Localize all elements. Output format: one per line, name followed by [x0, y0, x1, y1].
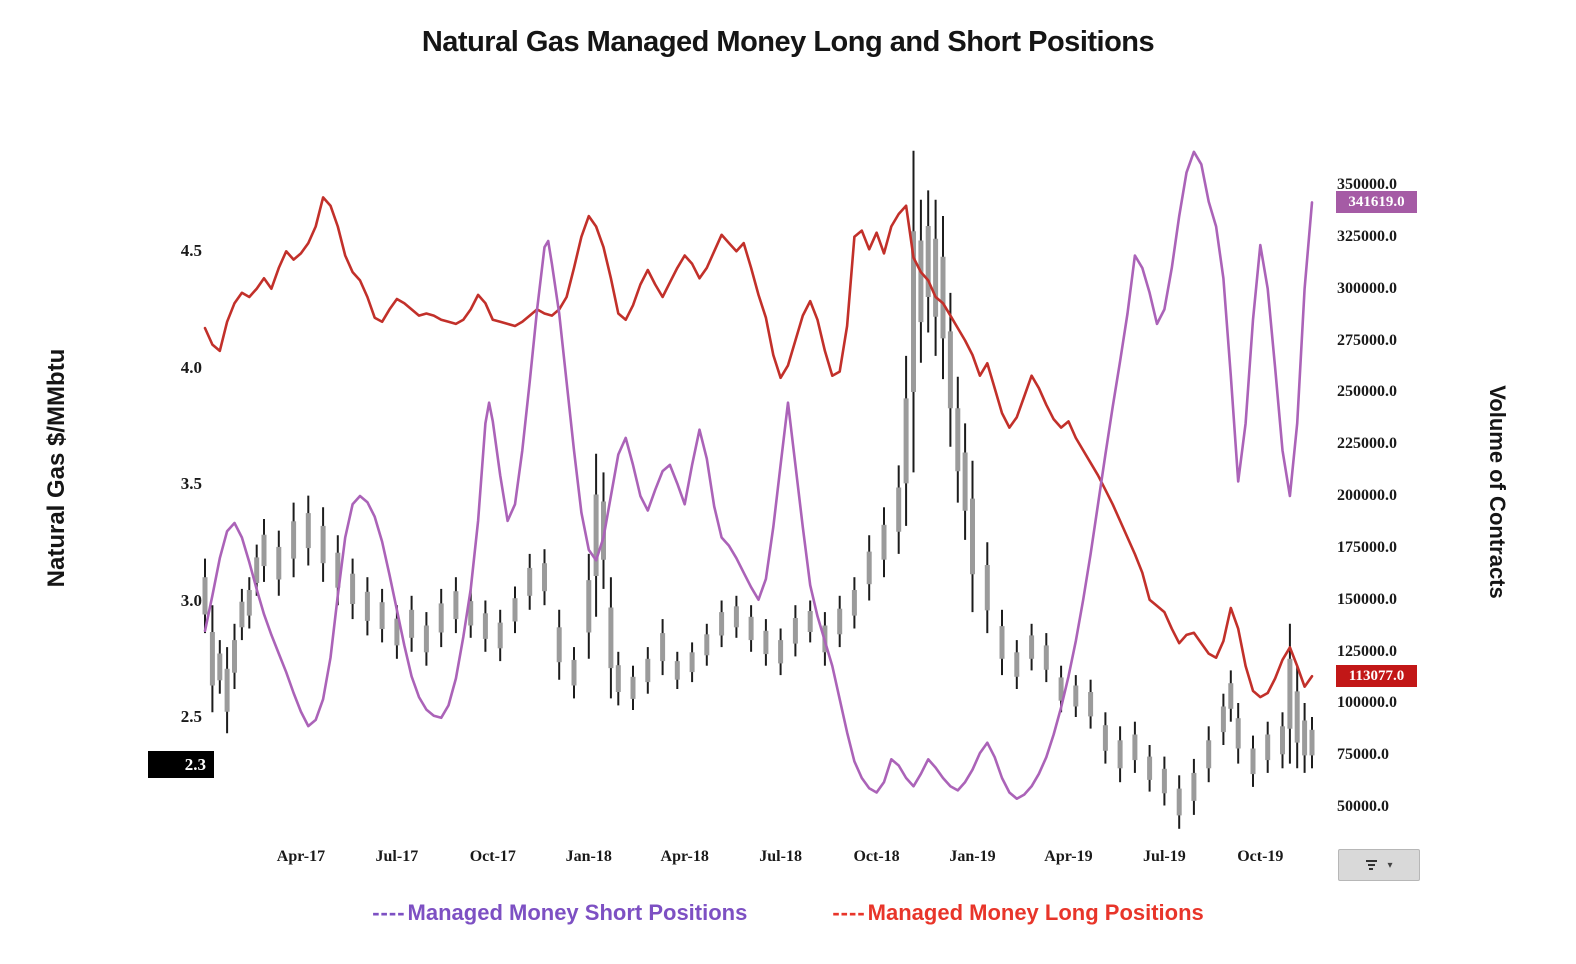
x-tick-Oct-19: Oct-19 — [1237, 848, 1284, 865]
long-positions-line — [203, 196, 1314, 699]
x-tick-Jan-19: Jan-19 — [949, 848, 996, 865]
long-positions-value-badge: 113077.0 — [1336, 665, 1417, 688]
current-price-badge: 2.3 — [148, 750, 214, 778]
legend: ----Managed Money Short Positions ----Ma… — [0, 900, 1576, 926]
x-tick-Apr-17: Apr-17 — [276, 848, 326, 865]
y-right-tick-275000.0: 275000.0 — [1337, 331, 1397, 349]
y-right-tick-350000.0: 350000.0 — [1337, 176, 1397, 193]
y-left-tick-4.0: 4.0 — [180, 357, 202, 377]
chart-title: Natural Gas Managed Money Long and Short… — [421, 26, 1155, 58]
filter-icon — [1365, 858, 1377, 872]
x-tick-Oct-18: Oct-18 — [853, 848, 900, 865]
price-bars — [202, 150, 1315, 829]
axis-filter-button[interactable]: ▾ — [1338, 849, 1420, 881]
y-right-tick-250000.0: 250000.0 — [1337, 383, 1397, 401]
y-right-tick-225000.0: 225000.0 — [1337, 435, 1397, 453]
y-left-tick-4.5: 4.5 — [180, 241, 202, 260]
right-axis-title: Volume of Contracts — [1485, 385, 1510, 599]
legend-item-long-positions: ----Managed Money Long Positions — [832, 900, 1203, 926]
x-tick-Apr-18: Apr-18 — [660, 848, 709, 865]
left-axis-title: Natural Gas $/MMbtu — [43, 348, 70, 588]
y-left-tick-2.5: 2.5 — [180, 707, 202, 726]
legend-dash-short: ---- — [372, 900, 406, 925]
legend-label-short: Managed Money Short Positions — [407, 900, 748, 925]
y-left-tick-3.5: 3.5 — [180, 474, 202, 493]
y-right-tick-325000.0: 325000.0 — [1337, 227, 1397, 245]
x-tick-Oct-17: Oct-17 — [469, 848, 516, 865]
y-right-tick-200000.0: 200000.0 — [1337, 487, 1397, 504]
y-right-tick-175000.0: 175000.0 — [1337, 538, 1397, 556]
x-tick-Apr-19: Apr-19 — [1044, 848, 1093, 865]
legend-label-long: Managed Money Long Positions — [867, 900, 1204, 925]
short-positions-line — [203, 150, 1314, 801]
dropdown-arrow-icon: ▾ — [1387, 859, 1393, 871]
y-right-tick-50000.0: 50000.0 — [1337, 798, 1389, 815]
y-right-tick-300000.0: 300000.0 — [1337, 279, 1397, 297]
y-right-tick-100000.0: 100000.0 — [1337, 694, 1397, 712]
legend-item-short-positions: ----Managed Money Short Positions — [372, 900, 747, 926]
y-left-tick-3.0: 3.0 — [180, 590, 202, 610]
y-right-tick-150000.0: 150000.0 — [1337, 590, 1397, 608]
y-right-tick-75000.0: 75000.0 — [1337, 746, 1389, 764]
x-tick-Jan-18: Jan-18 — [565, 848, 612, 865]
x-tick-Jul-18: Jul-18 — [759, 848, 802, 865]
short-positions-value-badge: 341619.0 — [1336, 191, 1417, 214]
legend-dash-long: ---- — [832, 900, 866, 925]
x-tick-Jul-19: Jul-19 — [1143, 848, 1186, 865]
x-tick-Jul-17: Jul-17 — [375, 848, 419, 865]
y-right-tick-125000.0: 125000.0 — [1337, 642, 1397, 660]
